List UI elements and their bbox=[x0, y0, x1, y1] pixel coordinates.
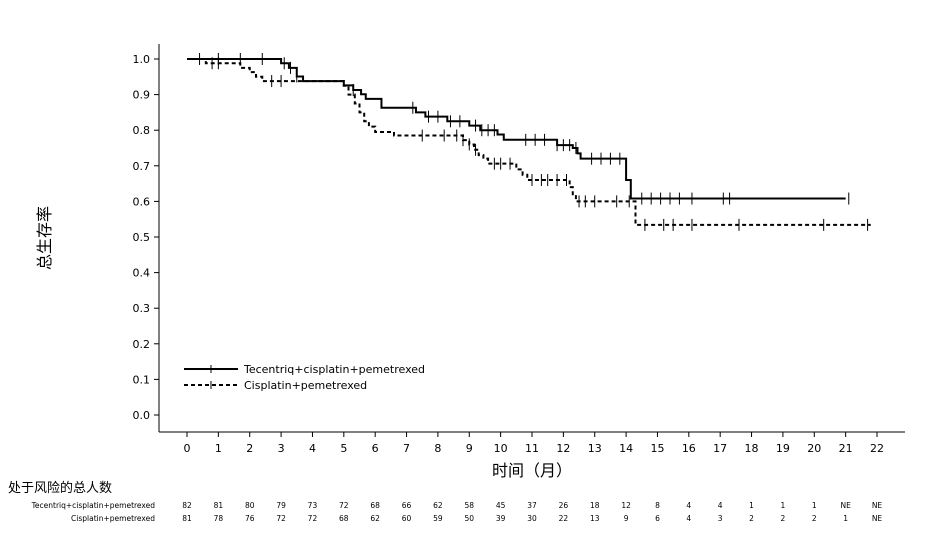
legend: Tecentriq+cisplatin+pemetrexed Cisplatin… bbox=[184, 363, 425, 392]
risk-cell: 1 bbox=[781, 501, 786, 510]
risk-cell: 22 bbox=[559, 514, 569, 523]
risk-cell: 4 bbox=[686, 514, 691, 523]
risk-cell: 50 bbox=[464, 514, 474, 523]
x-tick-label: 13 bbox=[588, 442, 602, 455]
legend-label-tecentriq: Tecentriq+cisplatin+pemetrexed bbox=[243, 363, 425, 376]
y-tick-label: 1.0 bbox=[133, 53, 151, 66]
y-tick-label: 0.0 bbox=[133, 409, 151, 422]
risk-cell: 26 bbox=[559, 501, 569, 510]
y-tick-label: 0.9 bbox=[133, 89, 151, 102]
y-tick-label: 0.2 bbox=[133, 338, 151, 351]
x-tick-label: 20 bbox=[807, 442, 821, 455]
x-tick-label: 11 bbox=[525, 442, 539, 455]
x-tick-label: 16 bbox=[682, 442, 696, 455]
risk-row-label-tecentriq: Tecentriq+cisplatin+pemetrexed bbox=[31, 501, 156, 510]
risk-cell: 8 bbox=[655, 501, 660, 510]
x-tick-label: 15 bbox=[650, 442, 664, 455]
risk-cell: 6 bbox=[655, 514, 660, 523]
x-tick-label: 7 bbox=[403, 442, 410, 455]
risk-cell: 2 bbox=[781, 514, 786, 523]
y-tick-label: 0.4 bbox=[133, 267, 151, 280]
risk-cell: NE bbox=[872, 514, 883, 523]
risk-cell: 80 bbox=[245, 501, 255, 510]
risk-cell: 62 bbox=[370, 514, 380, 523]
y-ticks: 0.0 0.1 0.2 0.3 0.4 0.5 0.6 0.7 0.8 0.9 1.0 bbox=[133, 53, 159, 422]
risk-cell: 37 bbox=[527, 501, 537, 510]
x-tick-label: 0 bbox=[184, 442, 191, 455]
x-tick-label: 22 bbox=[870, 442, 884, 455]
x-tick-label: 4 bbox=[309, 442, 316, 455]
survival-curve-cisplatin bbox=[187, 58, 871, 226]
x-tick-label: 17 bbox=[713, 442, 727, 455]
risk-cell: 81 bbox=[182, 514, 192, 523]
x-tick-label: 12 bbox=[556, 442, 570, 455]
risk-cell: 78 bbox=[214, 514, 224, 523]
risk-table-title: 处于风险的总人数 bbox=[8, 480, 112, 496]
x-tick-label: 3 bbox=[278, 442, 285, 455]
risk-cell: 1 bbox=[843, 514, 848, 523]
survival-curve-tecentriq bbox=[187, 58, 846, 200]
risk-cell: 2 bbox=[812, 514, 817, 523]
x-tick-label: 21 bbox=[839, 442, 853, 455]
x-tick-label: 2 bbox=[246, 442, 253, 455]
risk-cell: 1 bbox=[812, 501, 817, 510]
y-tick-label: 0.6 bbox=[133, 195, 151, 208]
risk-cell: 72 bbox=[276, 514, 286, 523]
legend-label-cisplatin: Cisplatin+pemetrexed bbox=[244, 379, 367, 392]
y-tick-label: 0.5 bbox=[133, 231, 151, 244]
risk-cell: 82 bbox=[182, 501, 192, 510]
risk-cell: 1 bbox=[749, 501, 754, 510]
risk-cell: 13 bbox=[590, 514, 600, 523]
y-tick-label: 0.3 bbox=[133, 302, 151, 315]
risk-table: 处于风险的总人数 Tecentriq+cisplatin+pemetrexed … bbox=[8, 480, 882, 523]
risk-cell: 12 bbox=[621, 501, 631, 510]
y-tick-label: 0.8 bbox=[133, 124, 151, 137]
risk-cell: 39 bbox=[496, 514, 506, 523]
x-tick-label: 10 bbox=[494, 442, 508, 455]
y-tick-label: 0.7 bbox=[133, 160, 151, 173]
risk-cell: 60 bbox=[402, 514, 412, 523]
x-tick-label: 9 bbox=[466, 442, 473, 455]
y-tick-label: 0.1 bbox=[133, 373, 151, 386]
risk-cell: 72 bbox=[339, 501, 349, 510]
risk-cell: 66 bbox=[402, 501, 412, 510]
x-tick-label: 5 bbox=[340, 442, 347, 455]
x-tick-label: 19 bbox=[776, 442, 790, 455]
risk-cell: 68 bbox=[370, 501, 380, 510]
risk-cell: 81 bbox=[214, 501, 224, 510]
risk-cell: 30 bbox=[527, 514, 537, 523]
risk-cells: 82 81 80 79 73 72 68 66 62 58 45 37 26 18 12 8 4 4 1 1 1 NE NE… bbox=[182, 501, 882, 523]
risk-cell: 79 bbox=[276, 501, 286, 510]
risk-cell: 68 bbox=[339, 514, 349, 523]
x-axis-label: 时间（月） bbox=[492, 461, 572, 480]
risk-cell: NE bbox=[872, 501, 883, 510]
risk-cell: 18 bbox=[590, 501, 600, 510]
y-axis-label: 总生存率 bbox=[35, 206, 54, 270]
risk-cell: 4 bbox=[686, 501, 691, 510]
risk-cell: 59 bbox=[433, 514, 443, 523]
risk-cell: 62 bbox=[433, 501, 443, 510]
risk-cell: 72 bbox=[308, 514, 318, 523]
x-tick-label: 18 bbox=[745, 442, 759, 455]
risk-cell: 2 bbox=[749, 514, 754, 523]
x-ticks: 0 1 2 3 4 5 6 7 8 9 10 11 12 13 14 15 16 17 18 19 20 21 22 bbox=[184, 432, 884, 455]
survival-curves bbox=[187, 53, 871, 231]
risk-cell: NE bbox=[840, 501, 851, 510]
x-tick-label: 14 bbox=[619, 442, 633, 455]
x-tick-label: 8 bbox=[434, 442, 441, 455]
risk-cell: 4 bbox=[718, 501, 723, 510]
x-tick-label: 1 bbox=[215, 442, 222, 455]
risk-cell: 73 bbox=[308, 501, 318, 510]
risk-cell: 76 bbox=[245, 514, 255, 523]
risk-cell: 3 bbox=[718, 514, 723, 523]
risk-cell: 45 bbox=[496, 501, 506, 510]
x-tick-label: 6 bbox=[372, 442, 379, 455]
risk-row-label-cisplatin: Cisplatin+pemetrexed bbox=[71, 514, 155, 523]
risk-cell: 58 bbox=[464, 501, 474, 510]
risk-cell: 9 bbox=[624, 514, 629, 523]
